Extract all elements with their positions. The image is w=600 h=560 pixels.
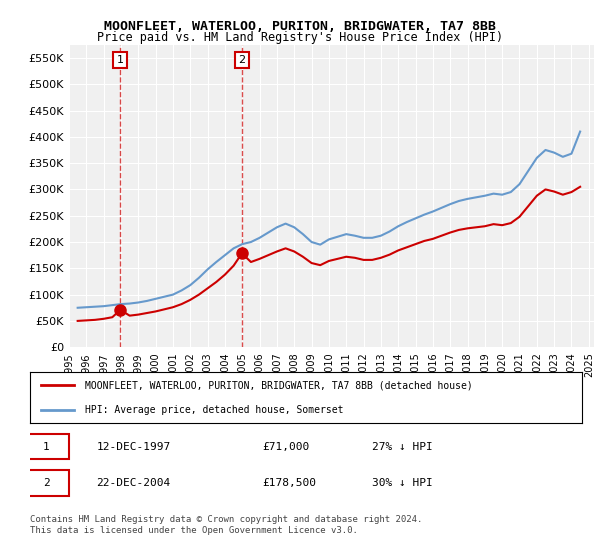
Text: Contains HM Land Registry data © Crown copyright and database right 2024.
This d: Contains HM Land Registry data © Crown c… <box>30 515 422 535</box>
Text: Price paid vs. HM Land Registry's House Price Index (HPI): Price paid vs. HM Land Registry's House … <box>97 31 503 44</box>
Text: £71,000: £71,000 <box>262 441 309 451</box>
FancyBboxPatch shape <box>25 433 68 459</box>
Text: MOONFLEET, WATERLOO, PURITON, BRIDGWATER, TA7 8BB: MOONFLEET, WATERLOO, PURITON, BRIDGWATER… <box>104 20 496 32</box>
Text: 12-DEC-1997: 12-DEC-1997 <box>96 441 170 451</box>
Text: 22-DEC-2004: 22-DEC-2004 <box>96 478 170 488</box>
Text: HPI: Average price, detached house, Somerset: HPI: Average price, detached house, Some… <box>85 405 344 415</box>
Text: MOONFLEET, WATERLOO, PURITON, BRIDGWATER, TA7 8BB (detached house): MOONFLEET, WATERLOO, PURITON, BRIDGWATER… <box>85 380 473 390</box>
Text: 2: 2 <box>43 478 50 488</box>
Text: 30% ↓ HPI: 30% ↓ HPI <box>372 478 433 488</box>
FancyBboxPatch shape <box>25 470 68 496</box>
Text: 1: 1 <box>43 441 50 451</box>
Text: £178,500: £178,500 <box>262 478 316 488</box>
Text: 27% ↓ HPI: 27% ↓ HPI <box>372 441 433 451</box>
Text: 1: 1 <box>117 55 124 65</box>
Text: 2: 2 <box>238 55 245 65</box>
